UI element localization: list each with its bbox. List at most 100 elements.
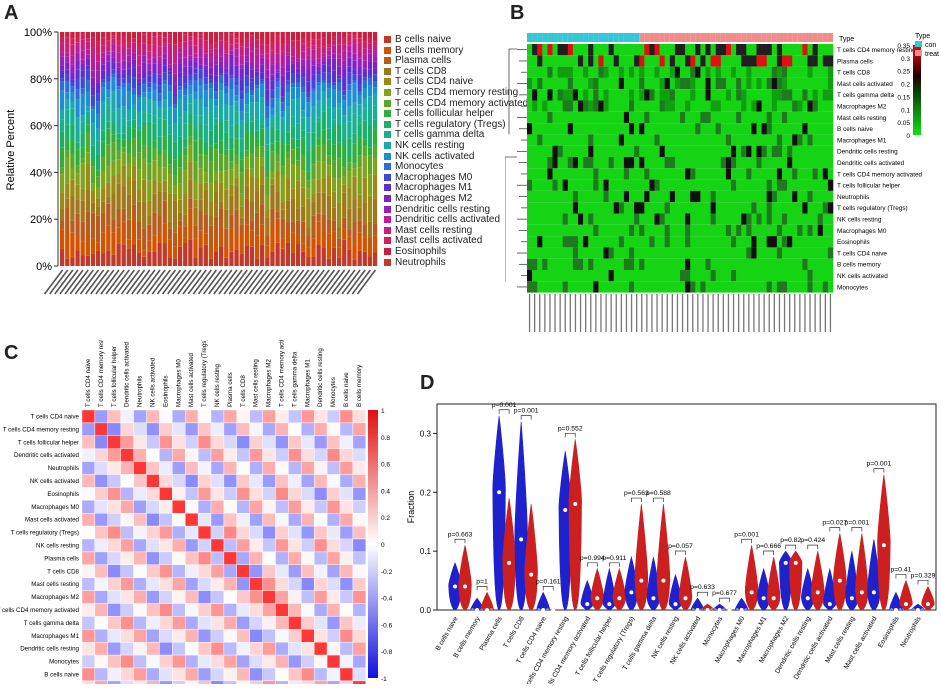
a-bar-segment: [136, 78, 142, 83]
b-heat-cell: [557, 123, 563, 135]
c-cell: [120, 435, 134, 449]
b-heat-cell: [629, 111, 635, 124]
b-heat-cell: [715, 157, 722, 169]
a-bar-segment: [183, 66, 188, 76]
a-bar-segment: [167, 32, 173, 35]
b-heat-cell: [613, 134, 620, 146]
b-heat-cell: [705, 190, 711, 203]
a-sample-label-mark: [197, 269, 218, 295]
b-heat-cell: [695, 190, 701, 203]
b-heat-cell: [618, 100, 625, 112]
b-heat-cell: [700, 224, 706, 237]
a-sample-label-mark: [167, 269, 187, 295]
a-bar-segment: [229, 161, 234, 170]
b-heat-cell: [685, 145, 691, 157]
c-cell: [146, 629, 160, 643]
a-bar-segment: [331, 89, 337, 108]
b-legend-con-label: con: [925, 42, 936, 49]
b-heat-cell: [572, 179, 579, 191]
a-bar-segment: [167, 164, 173, 174]
b-heat-cell: [618, 123, 625, 135]
b-heat-cell: [817, 55, 824, 67]
b-heat-cell: [669, 236, 676, 248]
a-bar-segment: [95, 242, 101, 251]
b-heat-cell: [659, 89, 665, 101]
a-bar-segment: [162, 200, 167, 224]
b-heat-cell: [634, 145, 640, 157]
b-heat-cell: [603, 55, 609, 67]
b-heat-cell: [756, 100, 762, 112]
b-heat-cell: [542, 202, 548, 214]
b-heat-cell: [705, 100, 711, 112]
b-heat-cell: [680, 270, 686, 282]
c-cell: [249, 461, 263, 475]
b-heat-cell: [593, 247, 599, 259]
a-sample-label-mark: [59, 269, 79, 295]
a-bar-segment: [157, 242, 162, 266]
a-bar-segment: [265, 58, 270, 70]
c-cell: [81, 577, 96, 591]
a-bar-segment: [101, 87, 106, 102]
b-dendro-trunk: [504, 48, 517, 282]
a-bar-segment: [111, 73, 116, 78]
a-bar-segment: [121, 32, 126, 37]
a-bar-segment: [270, 208, 275, 226]
b-heat-cell: [792, 66, 798, 78]
a-legend-item: Plasma cells: [384, 55, 451, 66]
a-bar-segment: [65, 99, 70, 110]
b-heat-cell: [807, 111, 813, 124]
b-heat-cell: [771, 190, 778, 203]
a-bar-segment: [244, 122, 249, 132]
a-bar-segment: [372, 198, 378, 224]
b-heat-cell: [827, 281, 834, 293]
b-heat-cell: [715, 258, 722, 270]
a-bar-segment: [362, 202, 367, 225]
b-heat-cell: [593, 157, 599, 169]
c-cell: [81, 616, 96, 630]
a-bar-segment: [65, 56, 70, 63]
d-pvalue-bracket: [608, 562, 620, 567]
a-bar-segment: [152, 212, 157, 236]
a-bar-segment: [147, 163, 152, 181]
c-cell: [301, 629, 315, 643]
b-heat-cell: [598, 157, 604, 169]
b-heat-cell: [588, 100, 594, 112]
b-heat-cell: [776, 168, 783, 180]
b-heat-cell: [578, 77, 584, 90]
a-bar-segment: [290, 32, 296, 41]
b-heat-cell: [527, 145, 533, 157]
b-heat-cell: [639, 213, 645, 225]
b-type-cell: [649, 33, 655, 42]
b-heat-cell: [680, 44, 686, 56]
a-bar-segment: [116, 52, 121, 63]
a-bar-segment: [234, 78, 239, 86]
a-bar-segment: [336, 54, 342, 59]
b-heat-cell: [731, 190, 737, 203]
a-bar-segment: [306, 180, 311, 189]
a-legend-swatch: [384, 89, 391, 96]
a-bar-segment: [229, 89, 234, 106]
a-bar-segment: [352, 74, 357, 81]
a-bar-segment: [203, 84, 208, 91]
b-heat-cell: [639, 134, 645, 146]
a-bar-segment: [342, 239, 347, 266]
c-cell: [107, 629, 121, 643]
b-heat-cell: [746, 123, 752, 135]
c-cell: [184, 642, 199, 656]
a-bar-segment: [101, 171, 106, 189]
b-heat-cell: [608, 224, 614, 237]
a-bar-segment: [95, 176, 101, 187]
b-heat-cell: [680, 157, 686, 169]
a-bar-segment: [172, 73, 178, 85]
b-heat-cell: [736, 123, 742, 135]
c-cell: [210, 474, 225, 488]
a-bar-segment: [321, 80, 326, 84]
b-heat-cell: [542, 179, 548, 191]
b-heat-cell: [827, 224, 834, 237]
a-bar-segment: [116, 67, 121, 74]
a-bar-segment: [311, 238, 316, 257]
b-heat-cell: [649, 236, 655, 248]
b-row-label: T cells follicular helper: [837, 183, 901, 190]
a-bar-segment: [357, 104, 362, 116]
a-bar-segment: [367, 61, 373, 70]
